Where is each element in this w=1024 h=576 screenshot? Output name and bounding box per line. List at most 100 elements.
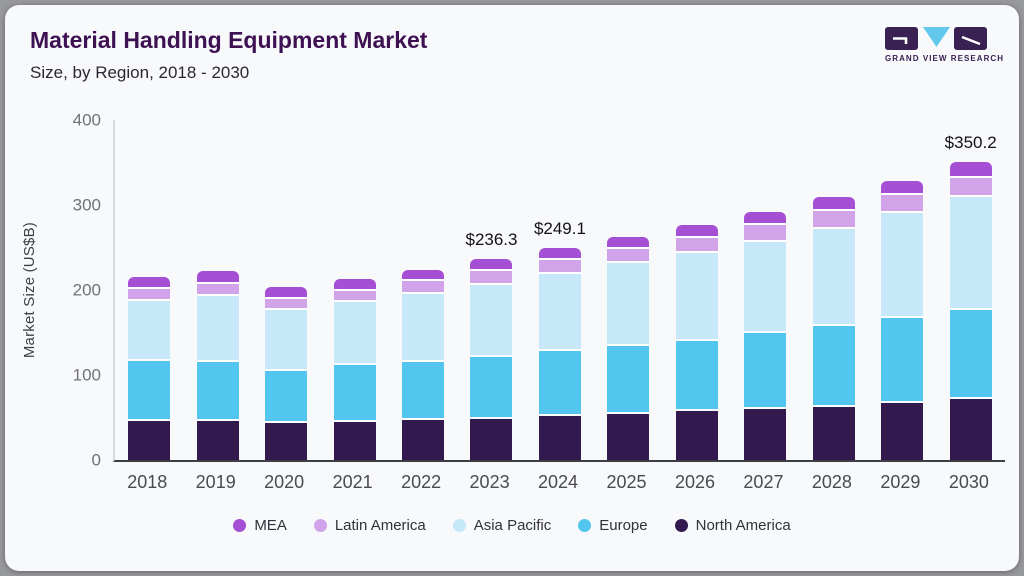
- x-tick-label: 2029: [880, 472, 921, 492]
- y-axis-label: Market Size (US$B): [21, 221, 38, 359]
- y-axis-label-wrap: Market Size (US$B): [21, 120, 38, 460]
- legend-swatch-icon: [233, 519, 247, 532]
- bar-segment-north-america-2029: [881, 400, 924, 460]
- legend-label: North America: [695, 517, 791, 534]
- bar-2018: [128, 277, 171, 460]
- bar-segment-north-america-2025: [607, 412, 650, 460]
- bar-2025: [607, 237, 650, 460]
- bar-segment-asia-pacific-2025: [607, 261, 650, 344]
- bar-segment-asia-pacific-2029: [881, 211, 924, 316]
- logo-text: GRAND VIEW RESEARCH: [885, 54, 1005, 63]
- legend: MEA Latin America Asia Pacific Europe North …: [5, 517, 1019, 534]
- bar-segment-asia-pacific-2027: [744, 239, 787, 332]
- x-tick-label: 2025: [606, 472, 647, 492]
- legend-item-mea: MEA: [233, 517, 287, 534]
- x-axis-labels: 2018 2019 2020 2021 2022 2023 2024 2025 2026 2027…: [113, 472, 1003, 493]
- bar-value-label: $249.1: [533, 219, 586, 239]
- x-tick-label: 2030: [948, 472, 989, 492]
- plot-area: $236.3 $249.1 $350.2 0 100 200 300 400: [73, 112, 1005, 469]
- bar-2029: [881, 181, 924, 460]
- bar-segment-north-america-2023: [470, 416, 513, 460]
- y-tick-label: 400: [72, 110, 101, 130]
- bar-segment-north-america-2028: [812, 404, 855, 460]
- bar-segment-north-america-2018: [128, 419, 171, 460]
- bar-segment-asia-pacific-2020: [265, 307, 308, 370]
- bar-segment-asia-pacific-2030: [949, 195, 992, 309]
- bar-2030: $350.2: [945, 133, 997, 460]
- bar-segment-north-america-2022: [402, 417, 445, 460]
- legend-item-europe: Europe: [578, 517, 648, 534]
- bar-segment-latin-america-2023: [470, 268, 513, 283]
- bar-2024: $249.1: [534, 219, 586, 460]
- x-tick-label: 2021: [332, 472, 373, 492]
- legend-label: Latin America: [334, 517, 426, 534]
- bar-segment-mea-2023: [470, 259, 513, 269]
- x-tick-label: 2028: [811, 472, 852, 492]
- bar-segment-asia-pacific-2026: [675, 250, 718, 339]
- bar-2027: [744, 211, 787, 460]
- bar-2021: [333, 279, 376, 460]
- bar-segment-mea-2019: [196, 271, 239, 282]
- bar-value-label: $350.2: [944, 133, 997, 153]
- bar-segment-mea-2026: [675, 225, 718, 236]
- bar-segment-europe-2029: [881, 315, 924, 401]
- bar-segment-europe-2021: [333, 363, 376, 421]
- bar-segment-latin-america-2022: [402, 278, 445, 293]
- legend-swatch-icon: [674, 519, 688, 532]
- grand-view-research-logo: GRAND VIEW RESEARCH: [885, 27, 1005, 63]
- bar-segment-asia-pacific-2021: [333, 300, 376, 364]
- bar-segment-europe-2018: [128, 358, 171, 420]
- bar-segment-north-america-2019: [196, 419, 239, 460]
- y-tick-label: 200: [72, 280, 101, 300]
- x-tick-label: 2027: [743, 472, 784, 492]
- chart-subtitle: Size, by Region, 2018 - 2030: [30, 63, 250, 82]
- bar-segment-latin-america-2024: [538, 257, 581, 272]
- legend-label: MEA: [254, 517, 287, 534]
- x-tick-label: 2023: [469, 472, 510, 492]
- y-tick-label: 0: [91, 450, 101, 470]
- legend-label: Europe: [599, 517, 648, 534]
- legend-item-latin-america: Latin America: [313, 517, 426, 534]
- bar-segment-latin-america-2028: [812, 208, 855, 227]
- bar-segment-north-america-2027: [744, 407, 787, 460]
- bar-segment-mea-2020: [265, 287, 308, 298]
- y-tick-label: 300: [72, 195, 101, 215]
- x-tick-label: 2018: [127, 472, 168, 492]
- bar-segment-europe-2026: [675, 338, 718, 409]
- bar-segment-mea-2030: [949, 162, 992, 176]
- bar-segment-north-america-2021: [333, 420, 376, 460]
- bar-2028: [812, 197, 855, 460]
- bar-segment-north-america-2030: [949, 396, 992, 460]
- bar-segment-asia-pacific-2023: [470, 282, 513, 356]
- logo-marks: [885, 27, 987, 50]
- legend-swatch-icon: [578, 519, 592, 532]
- bar-2023: $236.3: [465, 230, 517, 460]
- bars-row: $236.3 $249.1 $350.2: [115, 120, 1005, 460]
- bar-segment-latin-america-2018: [128, 286, 171, 300]
- legend-swatch-icon: [313, 519, 327, 532]
- bar-segment-europe-2024: [538, 348, 581, 414]
- bar-segment-mea-2024: [538, 248, 581, 258]
- bar-segment-europe-2023: [470, 355, 513, 417]
- bar-segment-europe-2030: [949, 308, 992, 397]
- bar-segment-mea-2027: [744, 211, 787, 224]
- bar-segment-latin-america-2027: [744, 223, 787, 240]
- bar-segment-mea-2029: [881, 181, 924, 194]
- bar-2026: [675, 225, 718, 460]
- logo-r-mark-icon: [954, 27, 987, 50]
- bar-segment-mea-2025: [607, 237, 650, 248]
- logo-g-mark-icon: [885, 27, 918, 50]
- bar-segment-latin-america-2025: [607, 247, 650, 262]
- bar-segment-latin-america-2030: [949, 175, 992, 196]
- y-tick-label: 100: [72, 365, 101, 385]
- bar-segment-north-america-2026: [675, 408, 718, 460]
- bar-segment-latin-america-2021: [333, 289, 376, 301]
- legend-swatch-icon: [452, 519, 466, 532]
- legend-item-north-america: North America: [674, 517, 791, 534]
- bar-segment-asia-pacific-2022: [402, 292, 445, 360]
- bar-2019: [196, 271, 239, 460]
- bar-segment-asia-pacific-2018: [128, 299, 171, 359]
- x-tick-label: 2022: [401, 472, 442, 492]
- bar-segment-europe-2020: [265, 369, 308, 421]
- chart-title: Material Handling Equipment Market: [30, 27, 428, 53]
